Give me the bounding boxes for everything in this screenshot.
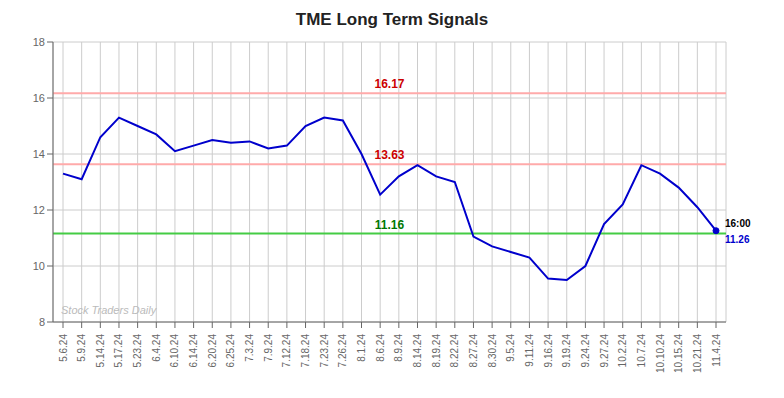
svg-text:9.11.24: 9.11.24 (524, 334, 535, 367)
svg-text:14: 14 (33, 148, 45, 160)
svg-text:10.2.24: 10.2.24 (617, 334, 628, 368)
svg-text:8.9.24: 8.9.24 (393, 334, 404, 362)
svg-text:5.6.24: 5.6.24 (58, 334, 69, 362)
html-text:TME Long Term Signals: TME Long Term Signals (295, 10, 489, 29)
svg-text:16.17: 16.17 (374, 77, 404, 91)
svg-text:5.23.24: 5.23.24 (132, 334, 143, 368)
svg-text:Stock Traders Daily: Stock Traders Daily (61, 304, 158, 316)
svg-text:6.25.24: 6.25.24 (225, 334, 236, 368)
svg-text:5.14.24: 5.14.24 (95, 334, 106, 368)
svg-text:8: 8 (39, 316, 45, 328)
svg-text:9.19.24: 9.19.24 (561, 334, 572, 368)
svg-text:13.63: 13.63 (374, 148, 404, 162)
svg-text:12: 12 (33, 204, 45, 216)
svg-text:11.4.24: 11.4.24 (711, 334, 722, 367)
svg-text:6.14.24: 6.14.24 (188, 334, 199, 368)
svg-text:7.18.24: 7.18.24 (300, 334, 311, 368)
svg-text:8.27.24: 8.27.24 (468, 334, 479, 368)
svg-text:9.16.24: 9.16.24 (543, 334, 554, 368)
svg-text:16: 16 (33, 92, 45, 104)
svg-text:6.10.24: 6.10.24 (169, 334, 180, 368)
svg-text:11.26: 11.26 (725, 234, 750, 245)
svg-text:6.4.24: 6.4.24 (151, 334, 162, 362)
svg-text:10.7.24: 10.7.24 (636, 334, 647, 368)
svg-text:11.16: 11.16 (375, 218, 405, 232)
svg-text:10.15.24: 10.15.24 (673, 334, 684, 373)
svg-text:10.10.24: 10.10.24 (655, 334, 666, 373)
svg-text:16:00: 16:00 (725, 218, 751, 229)
svg-text:7.23.24: 7.23.24 (319, 334, 330, 368)
svg-text:6.20.24: 6.20.24 (207, 334, 218, 368)
svg-text:9.24.24: 9.24.24 (580, 334, 591, 368)
svg-text:7.26.24: 7.26.24 (337, 334, 348, 368)
svg-text:7.12.24: 7.12.24 (281, 334, 292, 368)
svg-text:9.27.24: 9.27.24 (599, 334, 610, 368)
svg-text:7.9.24: 7.9.24 (263, 334, 274, 362)
svg-text:5.17.24: 5.17.24 (113, 334, 124, 368)
svg-text:9.5.24: 9.5.24 (505, 334, 516, 362)
svg-text:10: 10 (33, 260, 45, 272)
svg-text:8.22.24: 8.22.24 (449, 334, 460, 368)
svg-text:10.21.24: 10.21.24 (692, 334, 703, 373)
svg-text:8.1.24: 8.1.24 (356, 334, 367, 362)
svg-text:5.9.24: 5.9.24 (76, 334, 87, 362)
svg-text:8.19.24: 8.19.24 (431, 334, 442, 368)
svg-text:7.3.24: 7.3.24 (244, 334, 255, 362)
svg-text:8.30.24: 8.30.24 (487, 334, 498, 368)
svg-text:18: 18 (33, 36, 45, 48)
svg-text:8.14.24: 8.14.24 (412, 334, 423, 368)
svg-text:8.6.24: 8.6.24 (375, 334, 386, 362)
